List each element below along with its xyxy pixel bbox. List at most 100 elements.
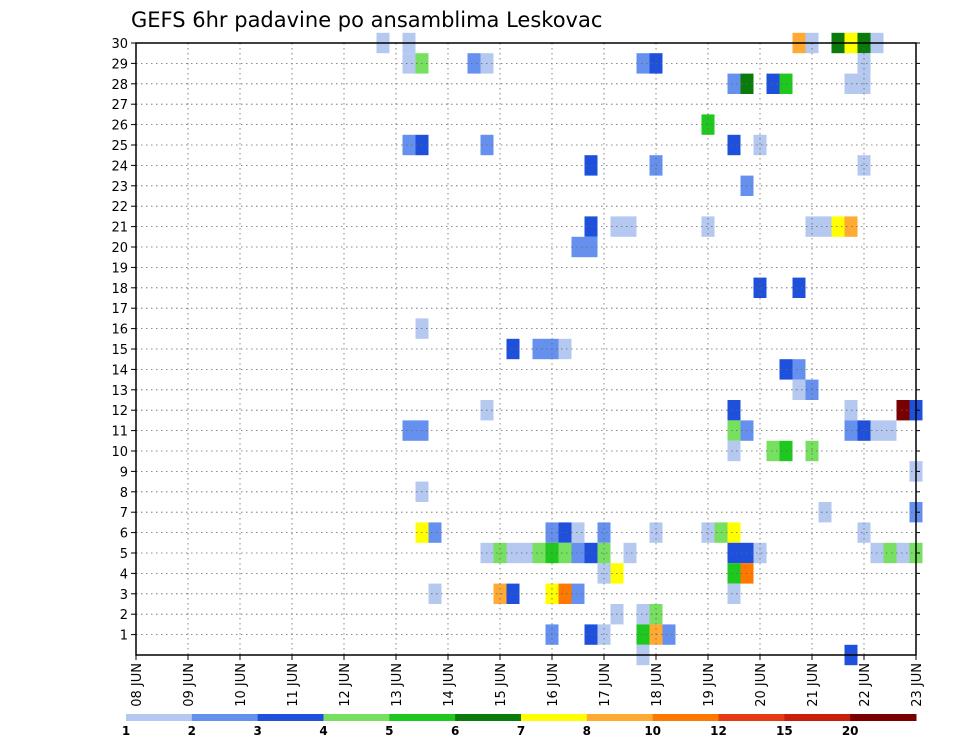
heatmap-cell — [857, 420, 871, 441]
y-tick-label: 22 — [111, 200, 128, 215]
legend-label: 8 — [583, 724, 591, 738]
y-tick-label: 20 — [111, 241, 128, 256]
legend-label: 5 — [385, 724, 393, 738]
heatmap-cell — [727, 522, 741, 543]
y-tick-label: 16 — [111, 323, 128, 338]
heatmap-cell — [623, 542, 637, 564]
heatmap-cell — [571, 522, 585, 543]
heatmap-cell — [558, 542, 572, 564]
legend-label: 2 — [188, 724, 196, 738]
y-tick-label: 19 — [111, 261, 128, 276]
x-tick-label: 09 JUN — [182, 663, 197, 707]
legend-label: 6 — [451, 724, 459, 738]
legend-label: 12 — [710, 724, 727, 738]
heatmap-cell — [753, 277, 767, 298]
heatmap-cell — [636, 604, 650, 625]
y-tick-label: 10 — [111, 445, 128, 460]
heatmap-cell — [727, 440, 741, 462]
x-tick-label: 12 JUN — [338, 663, 353, 707]
heatmap-cell — [506, 338, 520, 360]
heatmap-cell — [571, 542, 585, 564]
legend-swatch — [389, 714, 456, 721]
heatmap-cell — [727, 73, 741, 94]
legend-swatch — [784, 714, 851, 721]
heatmap-cell — [818, 502, 832, 523]
heatmap-cell — [701, 522, 715, 543]
legend-label: 10 — [644, 724, 661, 738]
heatmap-cell — [467, 53, 481, 74]
x-tick-label: 10 JUN — [234, 663, 249, 707]
legend-swatch — [586, 714, 654, 721]
heatmap-cell — [701, 216, 715, 237]
y-tick-label: 18 — [111, 282, 128, 297]
x-tick-label: 11 JUN — [286, 663, 301, 707]
y-tick-label: 15 — [111, 343, 128, 358]
legend-swatch — [191, 714, 259, 721]
legend-swatch — [323, 714, 390, 721]
x-tick-label: 18 JUN — [650, 663, 665, 707]
heatmap-cell — [532, 338, 546, 360]
heatmap-cell — [766, 440, 780, 462]
heatmap-cell — [727, 400, 741, 421]
color-legend: 1 2 3 4 5 6 7 8 10 12 15 20 — [122, 714, 917, 738]
heatmap-cell — [623, 216, 637, 237]
legend-swatch — [455, 714, 522, 721]
heatmap-cell — [727, 134, 741, 156]
legend-swatch — [521, 714, 588, 721]
heatmap-cell — [558, 338, 572, 360]
heatmap-cell — [727, 542, 741, 564]
x-tick-label: 20 JUN — [754, 663, 769, 707]
y-tick-label: 11 — [111, 425, 128, 440]
heatmap-cell — [727, 583, 741, 604]
y-tick-label: 17 — [111, 302, 128, 317]
y-tick-label: 6 — [120, 527, 128, 542]
y-tick-label: 4 — [120, 567, 128, 582]
heatmap-cell — [662, 624, 676, 645]
x-tick-label: 13 JUN — [390, 663, 405, 707]
y-tick-label: 29 — [111, 57, 128, 72]
grid-lines — [136, 43, 916, 655]
heatmap-cell — [597, 624, 611, 645]
heatmap-cell — [402, 53, 416, 74]
legend-swatch — [850, 714, 917, 721]
y-tick-label: 23 — [111, 180, 128, 195]
legend-label: 20 — [842, 724, 859, 738]
y-tick-label: 12 — [111, 404, 128, 419]
legend-label: 4 — [319, 724, 327, 738]
x-tick-label: 19 JUN — [702, 663, 717, 707]
y-tick-label: 25 — [111, 139, 128, 154]
heatmap-cell — [766, 73, 780, 94]
heatmap-cell — [571, 583, 585, 604]
legend-swatch — [126, 714, 193, 721]
y-tick-label: 3 — [120, 588, 128, 603]
heatmap-cell — [792, 359, 806, 380]
y-tick-label: 14 — [111, 363, 128, 378]
heatmap-cell — [402, 420, 416, 441]
heatmap-cell — [506, 583, 520, 604]
legend-swatch — [652, 714, 719, 721]
y-tick-label: 21 — [111, 221, 128, 236]
heatmap-cell — [792, 277, 806, 298]
legend-label: 3 — [253, 724, 261, 738]
chart-title: GEFS 6hr padavine po ansamblima Leskovac — [131, 8, 602, 32]
heatmap-cell — [558, 522, 572, 543]
x-tick-label: 16 JUN — [546, 663, 561, 707]
heatmap-cell — [428, 522, 442, 543]
x-tick-label: 23 JUN — [910, 663, 925, 707]
y-tick-label: 30 — [111, 37, 128, 52]
heatmap-cell — [896, 542, 910, 564]
heatmap-cell — [818, 216, 832, 237]
heatmap-cell — [792, 379, 806, 400]
heatmap-cell — [857, 522, 871, 543]
y-tick-label: 1 — [120, 629, 128, 644]
y-tick-label: 24 — [111, 159, 128, 174]
y-tick-label: 2 — [120, 608, 128, 623]
x-tick-label: 17 JUN — [598, 663, 613, 707]
x-tick-label: 15 JUN — [494, 663, 509, 707]
heatmap-cell — [636, 624, 650, 645]
heatmap-cell — [883, 542, 897, 564]
y-tick-label: 7 — [120, 506, 128, 521]
heatmap-cell — [701, 114, 715, 135]
heatmap-cell — [506, 542, 520, 564]
heatmap-cell — [597, 522, 611, 543]
